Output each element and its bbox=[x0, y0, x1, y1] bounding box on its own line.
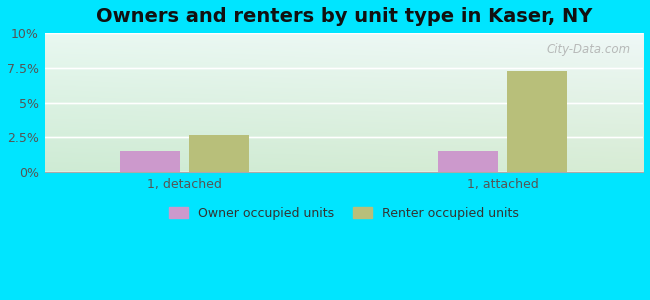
Title: Owners and renters by unit type in Kaser, NY: Owners and renters by unit type in Kaser… bbox=[96, 7, 592, 26]
Bar bbox=[438, 152, 498, 172]
Text: City-Data.com: City-Data.com bbox=[547, 43, 631, 56]
Legend: Owner occupied units, Renter occupied units: Owner occupied units, Renter occupied un… bbox=[164, 202, 523, 224]
Bar bbox=[120, 152, 180, 172]
Bar bbox=[189, 135, 250, 172]
Bar bbox=[508, 70, 567, 172]
